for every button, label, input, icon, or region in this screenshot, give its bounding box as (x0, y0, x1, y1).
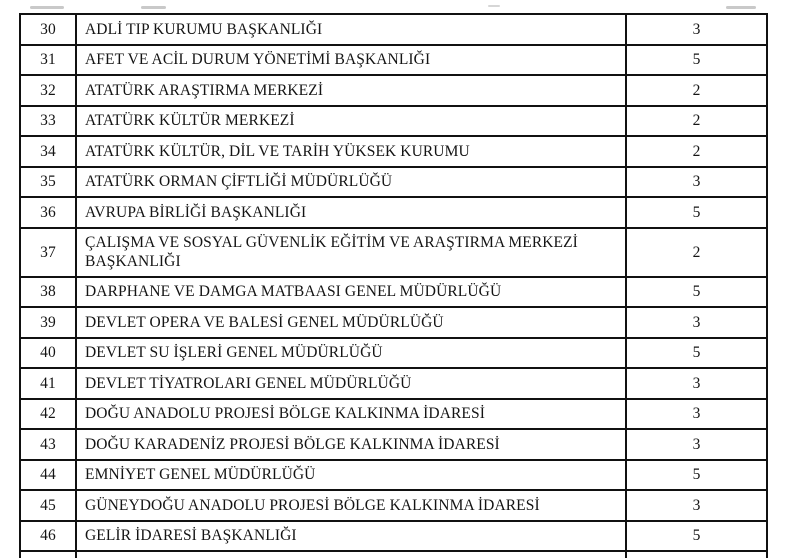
row-number-cell: 42 (21, 399, 77, 428)
table-row: 46 GELİR İDARESİ BAŞKANLIĞI 5 (21, 521, 766, 552)
table-row: 31 AFET VE ACİL DURUM YÖNETİMİ BAŞKANLIĞ… (21, 45, 766, 76)
value-cell: 3 (625, 399, 766, 428)
row-number-cell: 45 (21, 491, 77, 520)
row-number-cell: 36 (21, 198, 77, 227)
institution-name-cell: ÇALIŞMA VE SOSYAL GÜVENLİK EĞİTİM VE ARA… (85, 234, 578, 270)
scan-artifact (488, 5, 500, 7)
institution-name-cell: ATATÜRK ARAŞTIRMA MERKEZİ (85, 81, 324, 99)
value-cell: 3 (625, 167, 766, 196)
table-row: 44 EMNİYET GENEL MÜDÜRLÜĞÜ 5 (21, 460, 766, 491)
value-cell: 5 (625, 277, 766, 306)
table-row: 41 DEVLET TİYATROLARI GENEL MÜDÜRLÜĞÜ 3 (21, 369, 766, 400)
institution-name-cell: ATATÜRK KÜLTÜR, DİL VE TARİH YÜKSEK KURU… (85, 142, 470, 160)
table-row: 42 DOĞU ANADOLU PROJESİ BÖLGE KALKINMA İ… (21, 399, 766, 430)
table-row: 38 DARPHANE VE DAMGA MATBAASI GENEL MÜDÜ… (21, 277, 766, 308)
scan-artifact (141, 6, 166, 9)
row-number-cell: 35 (21, 167, 77, 196)
table-row-partial (21, 552, 766, 558)
row-number-cell: 30 (21, 15, 77, 44)
institution-name-cell (77, 552, 625, 558)
table-row: 45 GÜNEYDOĞU ANADOLU PROJESİ BÖLGE KALKI… (21, 491, 766, 522)
row-number-cell: 31 (21, 45, 77, 74)
row-number-cell: 46 (21, 521, 77, 550)
institution-name-cell: ATATÜRK KÜLTÜR MERKEZİ (85, 112, 295, 130)
row-number-cell: 32 (21, 76, 77, 105)
institution-name-cell: AFET VE ACİL DURUM YÖNETİMİ BAŞKANLIĞI (85, 51, 431, 69)
row-number-cell: 40 (21, 338, 77, 367)
value-cell: 3 (625, 308, 766, 337)
row-number-cell: 44 (21, 460, 77, 489)
institution-name-cell: DEVLET OPERA VE BALESİ GENEL MÜDÜRLÜĞÜ (85, 313, 444, 331)
institution-name-cell: DARPHANE VE DAMGA MATBAASI GENEL MÜDÜRLÜ… (85, 283, 502, 301)
value-cell: 3 (625, 491, 766, 520)
value-cell: 3 (625, 369, 766, 398)
value-cell: 5 (625, 460, 766, 489)
row-number-cell: 37 (21, 228, 77, 276)
table-row: 39 DEVLET OPERA VE BALESİ GENEL MÜDÜRLÜĞ… (21, 308, 766, 339)
table-row: 43 DOĞU KARADENİZ PROJESİ BÖLGE KALKINMA… (21, 430, 766, 461)
table-row: 30 ADLİ TIP KURUMU BAŞKANLIĞI 3 (21, 15, 766, 46)
institution-name-cell: DEVLET SU İŞLERİ GENEL MÜDÜRLÜĞÜ (85, 344, 383, 362)
institution-name-cell: AVRUPA BİRLİĞİ BAŞKANLIĞI (85, 203, 307, 221)
value-cell (625, 552, 766, 558)
institution-name-cell: DEVLET TİYATROLARI GENEL MÜDÜRLÜĞÜ (85, 374, 412, 392)
table-row: 36 AVRUPA BİRLİĞİ BAŞKANLIĞI 5 (21, 198, 766, 229)
institution-name-cell: DOĞU KARADENİZ PROJESİ BÖLGE KALKINMA İD… (85, 435, 500, 453)
row-number-cell (21, 552, 77, 558)
scan-artifact (30, 6, 64, 9)
table-row: 32 ATATÜRK ARAŞTIRMA MERKEZİ 2 (21, 76, 766, 107)
row-number-cell: 39 (21, 308, 77, 337)
value-cell: 2 (625, 76, 766, 105)
value-cell: 5 (625, 338, 766, 367)
table-row: 35 ATATÜRK ORMAN ÇİFTLİĞİ MÜDÜRLÜĞÜ 3 (21, 167, 766, 198)
institution-name-cell: EMNİYET GENEL MÜDÜRLÜĞÜ (85, 466, 316, 484)
value-cell: 5 (625, 198, 766, 227)
row-number-cell: 41 (21, 369, 77, 398)
row-number-cell: 43 (21, 430, 77, 459)
value-cell: 3 (625, 430, 766, 459)
row-number-cell: 34 (21, 137, 77, 166)
value-cell: 2 (625, 228, 766, 276)
value-cell: 5 (625, 45, 766, 74)
table-row: 40 DEVLET SU İŞLERİ GENEL MÜDÜRLÜĞÜ 5 (21, 338, 766, 369)
institution-name-cell: ATATÜRK ORMAN ÇİFTLİĞİ MÜDÜRLÜĞÜ (85, 173, 393, 191)
institution-name-cell: ADLİ TIP KURUMU BAŞKANLIĞI (85, 20, 323, 38)
institution-name-cell: DOĞU ANADOLU PROJESİ BÖLGE KALKINMA İDAR… (85, 405, 485, 423)
value-cell: 3 (625, 15, 766, 44)
value-cell: 2 (625, 137, 766, 166)
value-cell: 2 (625, 106, 766, 135)
row-number-cell: 33 (21, 106, 77, 135)
institution-name-cell: GÜNEYDOĞU ANADOLU PROJESİ BÖLGE KALKINMA… (85, 496, 540, 514)
table-row: 33 ATATÜRK KÜLTÜR MERKEZİ 2 (21, 106, 766, 137)
table-row: 34 ATATÜRK KÜLTÜR, DİL VE TARİH YÜKSEK K… (21, 137, 766, 168)
row-number-cell: 38 (21, 277, 77, 306)
institution-name-cell: GELİR İDARESİ BAŞKANLIĞI (85, 527, 297, 545)
institutions-table: 30 ADLİ TIP KURUMU BAŞKANLIĞI 3 31 AFET … (19, 13, 768, 558)
value-cell: 5 (625, 521, 766, 550)
table-row: 37 ÇALIŞMA VE SOSYAL GÜVENLİK EĞİTİM VE … (21, 228, 766, 278)
scan-artifact (726, 6, 756, 9)
